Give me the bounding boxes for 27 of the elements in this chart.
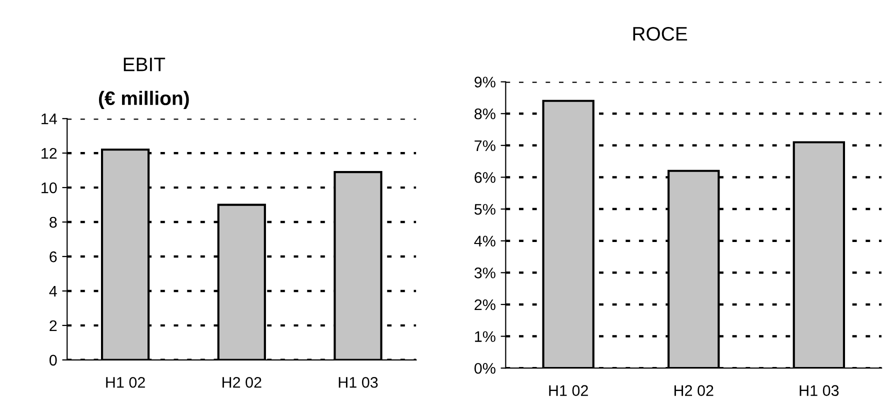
x-tick-label: H1 03 — [800, 385, 839, 396]
chart-title: EBIT — [124, 58, 166, 72]
chart-subtitle: (€ million) — [98, 90, 189, 109]
y-tick-label: 10 — [42, 182, 57, 194]
y-tick-label: 2% — [474, 299, 496, 310]
y-tick-label: 0% — [474, 362, 496, 374]
y-tick-label: 1% — [475, 331, 496, 342]
x-tick-label: H2 02 — [674, 385, 714, 396]
y-tick-label: 14 — [42, 114, 57, 124]
chart-title: ROCE — [633, 26, 688, 41]
x-tick-label: H2 02 — [222, 376, 262, 388]
y-tick-label: 8 — [50, 216, 57, 228]
y-tick-label: 4% — [474, 236, 496, 246]
y-tick-label: 5% — [474, 204, 496, 215]
y-tick-label: 3% — [474, 268, 496, 278]
y-tick-label: 9% — [474, 76, 496, 88]
x-tick-label: H1 03 — [338, 376, 378, 388]
y-tick-label: 7% — [474, 140, 496, 152]
x-tick-label: H1 02 — [549, 385, 588, 396]
y-tick-label: 12 — [42, 148, 57, 159]
y-tick-label: 8% — [474, 108, 496, 120]
y-tick-label: 2 — [50, 320, 57, 331]
y-tick-label: 0 — [50, 354, 57, 366]
y-tick-label: 4 — [49, 286, 57, 297]
y-tick-label: 6% — [474, 172, 496, 183]
x-tick-label: H1 02 — [106, 376, 145, 388]
y-tick-label: 6 — [50, 251, 57, 262]
